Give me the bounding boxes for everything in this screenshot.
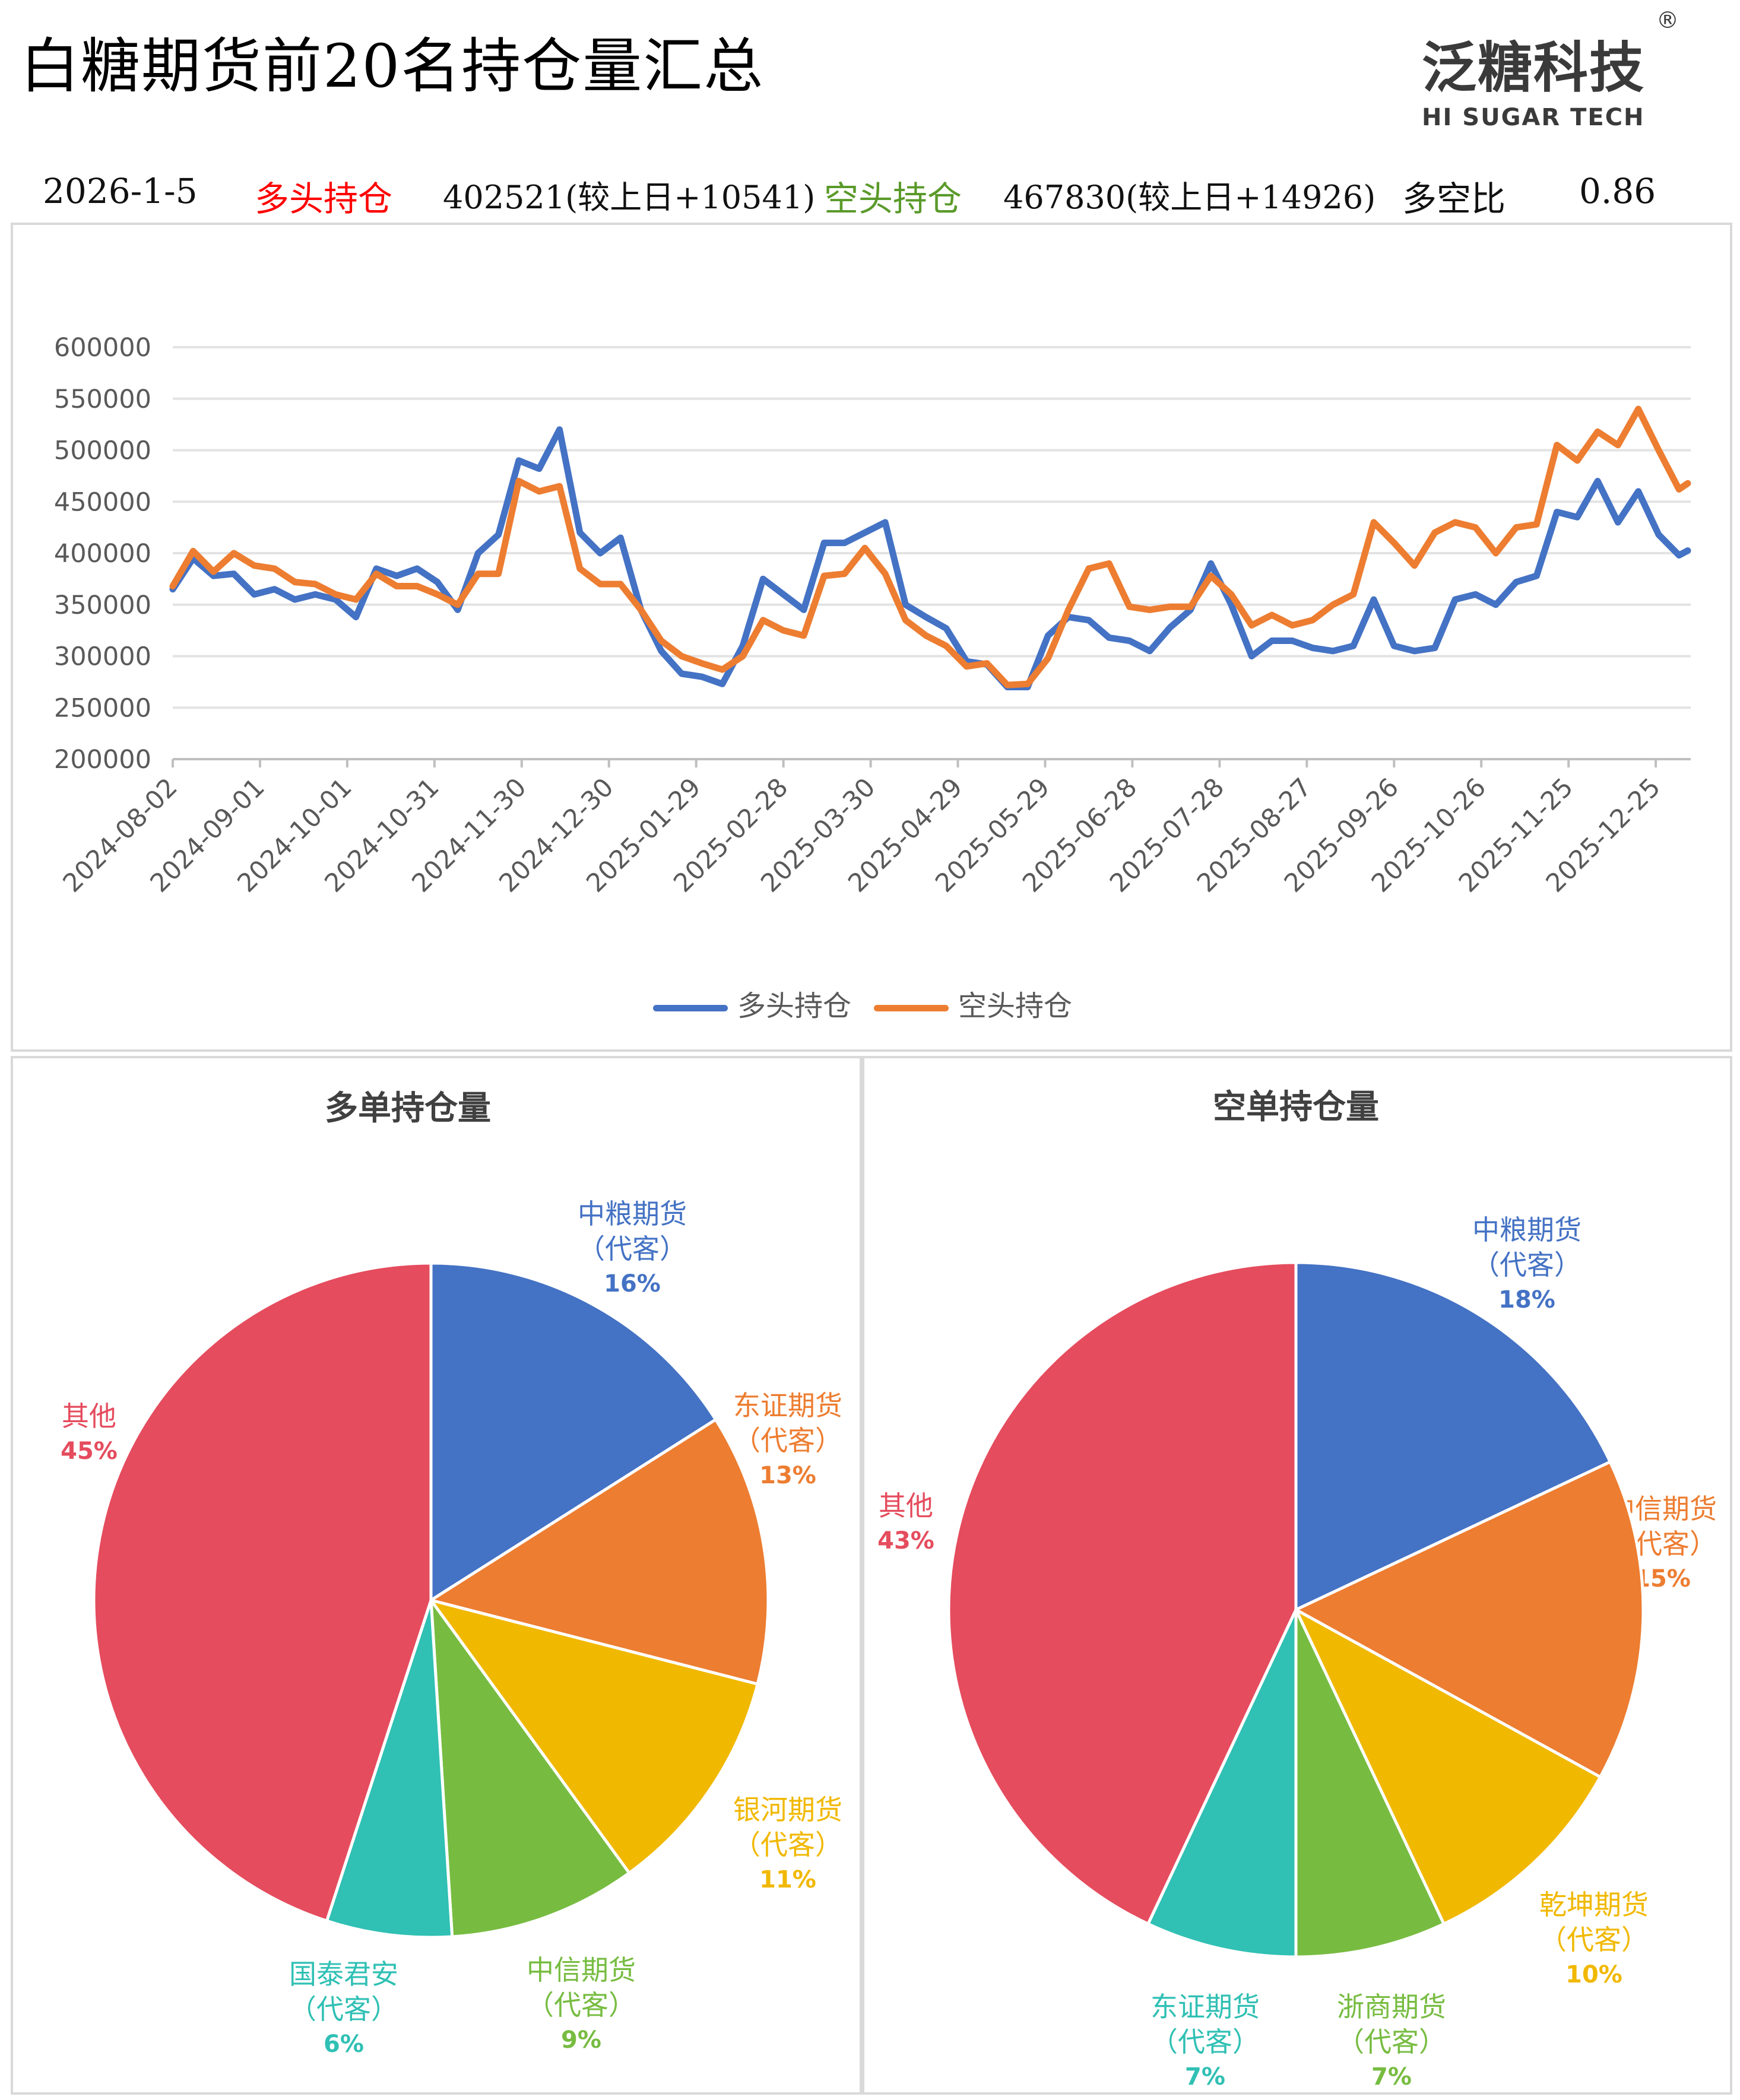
pie-label-label: 中信期货 bbox=[527, 1954, 636, 1986]
pie-label-sub: （代客） bbox=[1151, 2026, 1260, 2058]
pie-label-sub: （代客） bbox=[289, 1993, 398, 2025]
legend-item-short: 空头持仓 bbox=[874, 982, 1072, 1024]
y-tick-label: 500000 bbox=[54, 436, 151, 466]
pie-label-pct: 43% bbox=[877, 1527, 934, 1555]
pie-slice-label: 东证期货 （代客） 7% bbox=[1151, 1990, 1260, 2095]
info-date: 2026-1-5 bbox=[43, 171, 198, 211]
pie-label-pct: 15% bbox=[1634, 1565, 1691, 1593]
pie-slice-label: 东证期货 （代客） 13% bbox=[733, 1388, 842, 1493]
pie-label-sub: （代客） bbox=[578, 1233, 687, 1265]
line-chart-panel bbox=[11, 223, 1732, 1052]
pie-label-label: 中信期货 bbox=[1608, 1493, 1717, 1525]
pie-label-pct: 7% bbox=[1185, 2063, 1225, 2091]
pie-slice-label: 乾坤期货 （代客） 10% bbox=[1539, 1888, 1649, 1993]
pie-label-sub: （代客） bbox=[1608, 1528, 1717, 1560]
pie-label-sub: （代客） bbox=[527, 1989, 636, 2021]
pie-label-label: 其他 bbox=[879, 1490, 933, 1522]
y-tick-label: 600000 bbox=[54, 333, 151, 363]
pie-label-label: 乾坤期货 bbox=[1539, 1889, 1649, 1921]
pie-label-sub: （代客） bbox=[733, 1425, 842, 1457]
logo-chinese-text: 泛糖科技 bbox=[1422, 36, 1646, 100]
pie-label-label: 其他 bbox=[62, 1400, 116, 1432]
pie-label-label: 国泰君安 bbox=[289, 1958, 398, 1990]
y-tick-label: 250000 bbox=[54, 693, 151, 723]
info-long-value: 402521(较上日+10541) bbox=[443, 179, 816, 216]
y-tick-label: 300000 bbox=[54, 642, 151, 672]
pie-label-pct: 18% bbox=[1498, 1286, 1555, 1314]
brand-logo: 泛糖科技 HI SUGAR TECH ® bbox=[1422, 7, 1679, 131]
pie-label-label: 浙商期货 bbox=[1337, 1991, 1446, 2023]
pie-label-label: 东证期货 bbox=[733, 1390, 842, 1422]
legend-swatch-short bbox=[874, 1005, 949, 1011]
pie-label-sub: （代客） bbox=[733, 1829, 842, 1861]
pie-slice-label: 中粮期货 （代客） 16% bbox=[578, 1197, 687, 1302]
logo-english-text: HI SUGAR TECH bbox=[1422, 104, 1645, 131]
pie-label-sub: （代客） bbox=[1539, 1924, 1649, 1956]
y-tick-label: 400000 bbox=[54, 539, 151, 569]
pie-slice-label: 中粮期货 （代客） 18% bbox=[1472, 1213, 1581, 1318]
series-line-long bbox=[169, 426, 1691, 690]
pie-label-pct: 7% bbox=[1371, 2063, 1412, 2091]
y-tick-label: 200000 bbox=[54, 745, 151, 775]
pie-label-pct: 9% bbox=[561, 2026, 601, 2054]
pie-label-label: 银河期货 bbox=[733, 1794, 842, 1826]
series-line-short bbox=[169, 405, 1691, 689]
legend-item-long: 多头持仓 bbox=[653, 982, 851, 1024]
pie-slice-label: 浙商期货 （代客） 7% bbox=[1337, 1990, 1446, 2095]
long-pie-panel bbox=[11, 1056, 862, 2095]
pie-slice-label: 中信期货 （代客） 9% bbox=[527, 1953, 636, 2058]
page-title: 白糖期货前20名持仓量汇总 bbox=[20, 31, 765, 101]
pie-label-pct: 13% bbox=[759, 1462, 816, 1489]
pie-slice-label: 国泰君安 （代客） 6% bbox=[289, 1957, 398, 2062]
info-short-value: 467830(较上日+14926) bbox=[1003, 179, 1376, 216]
pie-label-label: 中粮期货 bbox=[1472, 1214, 1581, 1246]
y-tick-label: 350000 bbox=[54, 591, 151, 620]
y-tick-label: 450000 bbox=[54, 487, 151, 517]
pie-label-sub: （代客） bbox=[1337, 2026, 1446, 2058]
pie-slice-label: 其他 45% bbox=[61, 1399, 118, 1469]
legend-label-long: 多头持仓 bbox=[737, 989, 852, 1023]
line-chart: 200000 250000 300000 350000 400000 450000 5000… bbox=[54, 333, 1691, 898]
info-ratio-value: 0.86 bbox=[1579, 171, 1656, 211]
pie-label-label: 中粮期货 bbox=[578, 1198, 687, 1230]
y-tick-label: 550000 bbox=[54, 385, 151, 414]
pie-label-sub: （代客） bbox=[1472, 1249, 1581, 1281]
pie-slice-label: 中信期货 （代客） 15% bbox=[1608, 1492, 1717, 1597]
info-ratio-label: 多空比 bbox=[1402, 179, 1506, 219]
registered-mark: ® bbox=[1656, 7, 1679, 33]
info-short-label: 空头持仓 bbox=[824, 179, 962, 219]
pie-label-pct: 16% bbox=[604, 1270, 661, 1298]
legend-swatch-long bbox=[653, 1005, 728, 1011]
pie-slice-label: 银河期货 （代客） 11% bbox=[733, 1793, 842, 1898]
short-pie-title: 空单持仓量 bbox=[1213, 1087, 1379, 1127]
info-long-label: 多头持仓 bbox=[255, 179, 393, 219]
long-pie-title: 多单持仓量 bbox=[325, 1089, 491, 1128]
pie-label-pct: 45% bbox=[61, 1438, 118, 1465]
pie-label-pct: 6% bbox=[324, 2031, 364, 2058]
legend-label-short: 空头持仓 bbox=[958, 989, 1073, 1023]
pie-label-label: 东证期货 bbox=[1151, 1991, 1260, 2023]
pie-slice-label: 其他 43% bbox=[877, 1489, 934, 1559]
pie-label-pct: 10% bbox=[1565, 1961, 1622, 1988]
pie-label-pct: 11% bbox=[759, 1866, 816, 1893]
